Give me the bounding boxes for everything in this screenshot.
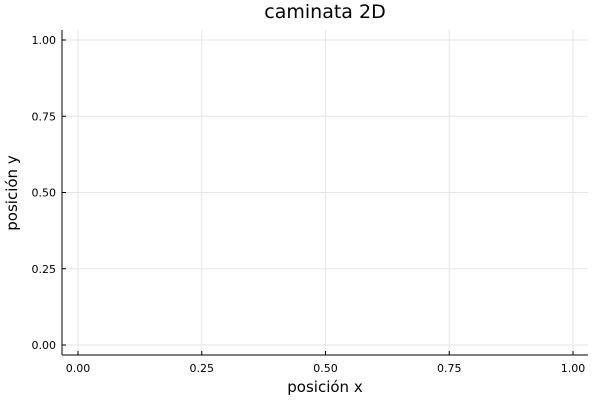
x-tick-label: 0.00 <box>66 362 91 375</box>
y-tick-label: 0.50 <box>32 187 57 200</box>
y-tick-label: 1.00 <box>32 34 57 47</box>
y-tick-label: 0.75 <box>32 110 57 123</box>
x-tick-label: 1.00 <box>561 362 586 375</box>
x-tick-label: 0.25 <box>190 362 215 375</box>
y-axis-title: posición y <box>3 155 21 231</box>
x-tick-label: 0.75 <box>437 362 462 375</box>
chart-title: caminata 2D <box>264 1 385 23</box>
ticks: 0.00 0.25 0.50 0.75 1.00 0.00 0.25 0.50 0.75 1.00 <box>32 34 586 375</box>
y-tick-label: 0.00 <box>32 339 57 352</box>
grid <box>62 30 588 355</box>
y-tick-label: 0.25 <box>32 263 57 276</box>
x-axis-title: posición x <box>287 378 363 396</box>
x-tick-label: 0.50 <box>313 362 338 375</box>
